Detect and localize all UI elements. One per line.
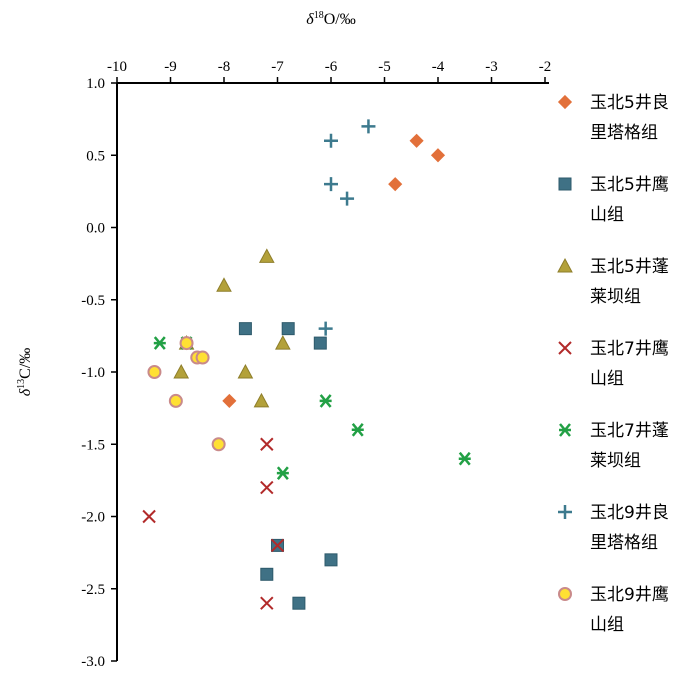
data-point bbox=[318, 321, 333, 336]
legend-label: 里塔格组 bbox=[590, 533, 658, 553]
y-tick-label: -0.5 bbox=[81, 293, 105, 309]
data-point bbox=[222, 393, 237, 408]
data-point bbox=[237, 363, 254, 379]
data-points bbox=[142, 119, 471, 610]
x-tick-label: -3 bbox=[485, 59, 498, 75]
data-point bbox=[147, 365, 162, 379]
x-tick-label: -2 bbox=[539, 59, 552, 75]
series-4 bbox=[142, 437, 285, 610]
series-3 bbox=[173, 248, 291, 408]
y-tick-label: -2.5 bbox=[81, 582, 105, 598]
data-point bbox=[324, 133, 338, 148]
data-point bbox=[153, 336, 166, 350]
x-tick-label: -7 bbox=[271, 59, 284, 75]
legend-marker bbox=[557, 94, 573, 110]
legend-marker bbox=[557, 257, 573, 273]
legend-label: 玉北7井蓬 bbox=[590, 421, 669, 441]
data-point bbox=[260, 437, 274, 451]
legend-label: 玉北7井鹰 bbox=[590, 339, 669, 359]
axes: -10 -9 -8 -7 -6 -5 -4 -3 -2 1.0 0.5 0.0 -0.5 -1.0 -1.5… bbox=[16, 10, 551, 670]
legend-label: 玉北5井蓬 bbox=[590, 257, 669, 277]
data-point bbox=[173, 363, 190, 379]
data-point bbox=[388, 177, 403, 192]
y-tick-label: -1.5 bbox=[81, 437, 105, 453]
data-point bbox=[211, 437, 226, 452]
data-point bbox=[270, 538, 285, 553]
data-point bbox=[258, 248, 275, 263]
data-point bbox=[319, 394, 332, 408]
legend-label: 山组 bbox=[590, 615, 624, 635]
y-tick-label: 0.0 bbox=[86, 221, 105, 237]
legend-label: 玉北5井鹰 bbox=[590, 175, 669, 195]
legend-label: 里塔格组 bbox=[590, 123, 658, 143]
data-point bbox=[168, 393, 183, 408]
series-1 bbox=[222, 133, 446, 408]
x-tick-label: -10 bbox=[107, 59, 127, 75]
data-point bbox=[430, 148, 446, 163]
y-tick-label: -3.0 bbox=[81, 654, 105, 670]
legend-marker bbox=[558, 341, 572, 355]
legend-marker bbox=[558, 177, 572, 191]
data-point bbox=[275, 335, 291, 350]
legend-label: 莱坝组 bbox=[590, 287, 641, 307]
data-point bbox=[260, 596, 274, 610]
data-point bbox=[260, 480, 274, 495]
data-point bbox=[281, 322, 295, 336]
data-point bbox=[324, 177, 338, 192]
y-tick-label: -2.0 bbox=[81, 510, 105, 526]
y-axis-title: δ13C/‰ bbox=[16, 348, 34, 397]
legend-label: 山组 bbox=[590, 205, 624, 225]
legend-label: 玉北9井良 bbox=[590, 503, 669, 523]
data-point bbox=[409, 133, 424, 148]
legend-marker bbox=[558, 587, 572, 601]
series-6 bbox=[318, 119, 376, 336]
data-point bbox=[340, 191, 355, 206]
data-point bbox=[238, 322, 252, 336]
data-point bbox=[216, 277, 232, 292]
x-axis-title: δ18O/‰ bbox=[306, 10, 355, 28]
x-tick-label: -9 bbox=[164, 59, 177, 75]
y-tick-label: 0.5 bbox=[86, 148, 105, 164]
data-point bbox=[179, 336, 194, 351]
y-tick-label: -1.0 bbox=[81, 365, 105, 381]
legend-marker bbox=[558, 505, 572, 519]
legend: 玉北5井良里塔格组玉北5井鹰山组玉北5井蓬莱坝组玉北7井鹰山组玉北7井蓬莱坝组玉… bbox=[557, 93, 669, 635]
legend-label: 玉北9井鹰 bbox=[590, 585, 669, 605]
data-point bbox=[195, 350, 210, 365]
series-7 bbox=[147, 336, 226, 452]
data-point bbox=[351, 422, 364, 437]
legend-marker bbox=[559, 423, 571, 437]
series-2 bbox=[238, 322, 338, 610]
data-point bbox=[276, 466, 289, 480]
x-tick-label: -4 bbox=[432, 59, 445, 75]
legend-label: 玉北5井良 bbox=[590, 93, 669, 113]
data-point bbox=[361, 119, 376, 134]
data-point bbox=[253, 392, 270, 408]
y-tick-label: 1.0 bbox=[86, 76, 105, 92]
data-point bbox=[313, 336, 327, 350]
x-tick-label: -6 bbox=[325, 59, 338, 75]
data-point bbox=[142, 509, 156, 524]
data-point bbox=[324, 553, 338, 567]
legend-label: 山组 bbox=[590, 369, 624, 389]
data-point bbox=[260, 567, 274, 581]
x-tick-label: -8 bbox=[218, 59, 231, 75]
x-tick-label: -5 bbox=[378, 59, 391, 75]
legend-label: 莱坝组 bbox=[590, 451, 641, 471]
data-point bbox=[458, 451, 471, 466]
data-point bbox=[292, 596, 306, 610]
